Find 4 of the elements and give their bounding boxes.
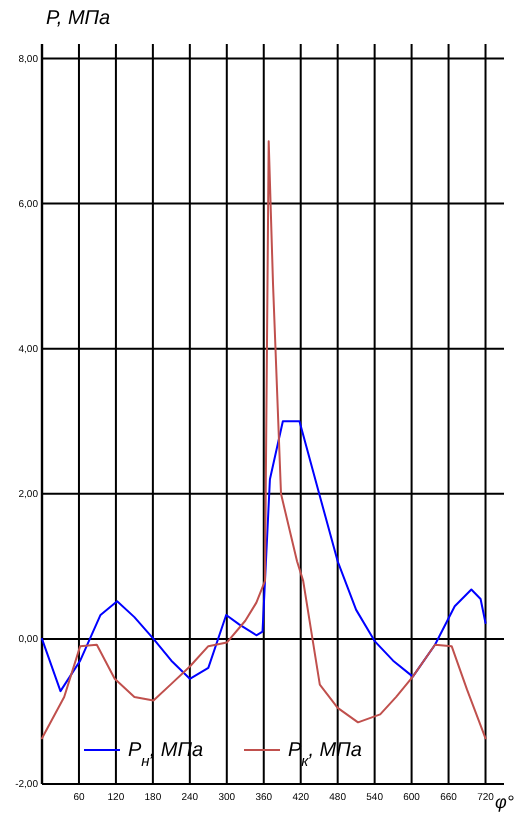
x-axis-title: φ° <box>495 792 515 812</box>
y-axis-title: P, МПа <box>46 8 112 30</box>
line-series <box>41 140 487 740</box>
line-series <box>41 420 487 693</box>
